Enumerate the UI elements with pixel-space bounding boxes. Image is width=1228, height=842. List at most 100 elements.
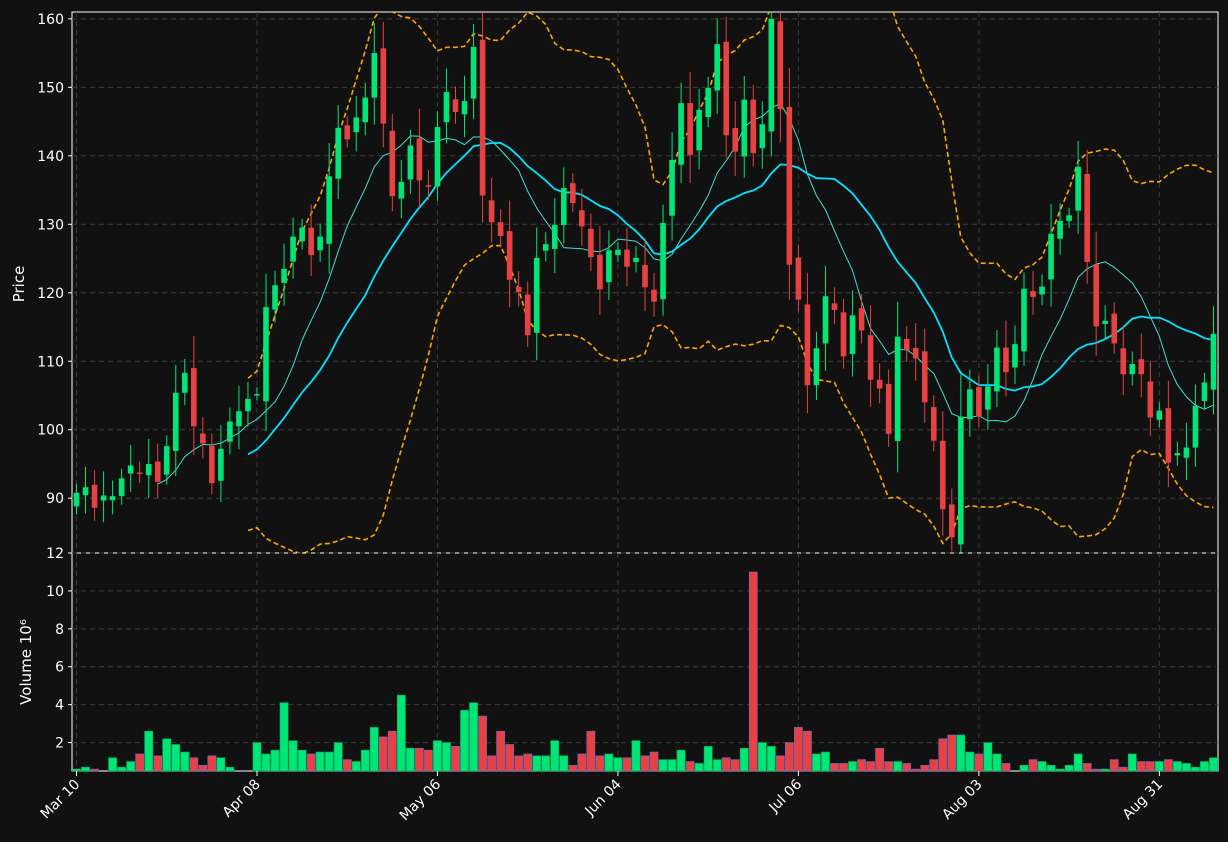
volume-bar bbox=[577, 753, 587, 772]
candle-body bbox=[488, 200, 495, 223]
volume-bar bbox=[270, 749, 280, 772]
volume-bar bbox=[956, 734, 966, 772]
candle-body bbox=[91, 484, 98, 508]
candle-body bbox=[398, 181, 405, 199]
volume-bar bbox=[748, 571, 758, 772]
volume-bar bbox=[920, 765, 930, 772]
volume-bar bbox=[1019, 765, 1029, 772]
volume-bar bbox=[640, 755, 650, 772]
volume-bar bbox=[667, 759, 677, 772]
volume-bar bbox=[189, 757, 199, 772]
volume-bar bbox=[216, 757, 226, 772]
candle-body bbox=[912, 347, 919, 359]
volume-bar bbox=[460, 710, 469, 772]
volume-bar bbox=[442, 742, 451, 772]
x-tick-label: May 06 bbox=[397, 776, 445, 824]
volume-bar bbox=[821, 751, 830, 772]
volume-bar bbox=[415, 747, 424, 772]
candle-body bbox=[1048, 233, 1054, 280]
bollinger-lower-line bbox=[247, 244, 1214, 553]
candle-body bbox=[1030, 291, 1036, 297]
candle-body bbox=[218, 448, 224, 481]
volume-bar bbox=[712, 759, 722, 772]
volume-bar bbox=[812, 753, 821, 772]
volume-bar bbox=[306, 753, 316, 772]
volume-bar bbox=[595, 755, 605, 772]
volume-bar bbox=[360, 749, 370, 772]
candle-body bbox=[750, 99, 757, 154]
candle-body bbox=[272, 285, 278, 310]
volume-bar bbox=[378, 736, 388, 772]
volume-bar bbox=[1082, 763, 1092, 772]
volume-bar bbox=[342, 759, 352, 772]
volume-plot-frame bbox=[71, 552, 1219, 772]
candle-body bbox=[867, 335, 874, 380]
candle-body bbox=[308, 227, 314, 256]
candle-body bbox=[127, 465, 134, 474]
candle-body bbox=[200, 433, 206, 444]
candle-body bbox=[1093, 264, 1099, 327]
candle-body bbox=[994, 347, 1000, 392]
candle-body bbox=[976, 386, 982, 417]
volume-bar bbox=[315, 751, 325, 772]
candle-body bbox=[939, 440, 946, 510]
candle-body bbox=[588, 228, 594, 258]
x-tick-label: Jul 06 bbox=[766, 776, 806, 816]
volume-bar bbox=[568, 765, 578, 772]
candle-body bbox=[461, 101, 468, 115]
candle-body bbox=[597, 254, 603, 290]
volume-bar bbox=[171, 744, 181, 772]
candle-body bbox=[551, 224, 558, 249]
candle-body bbox=[804, 304, 811, 386]
candle-body bbox=[452, 99, 459, 112]
candle-body bbox=[660, 222, 666, 300]
volume-bar bbox=[685, 761, 695, 772]
candle-body bbox=[317, 236, 323, 251]
volume-bar bbox=[550, 740, 560, 772]
candle-body bbox=[82, 487, 89, 496]
x-tick-label: Mar 10 bbox=[38, 777, 84, 823]
volume-bar bbox=[406, 747, 415, 772]
volume-bar bbox=[252, 742, 262, 772]
candle-body bbox=[822, 296, 829, 344]
volume-axis-title: Volume 10⁶ bbox=[17, 619, 35, 705]
volume-bar bbox=[1001, 763, 1011, 772]
candle-body bbox=[290, 236, 296, 262]
volume-bar bbox=[1028, 759, 1038, 772]
candle-body bbox=[1183, 447, 1190, 458]
volume-bar bbox=[532, 755, 542, 772]
candle-body bbox=[380, 48, 387, 124]
volume-bar bbox=[974, 753, 984, 772]
volume-bar bbox=[117, 766, 126, 772]
volume-bar bbox=[938, 738, 948, 772]
price-tick-label: 140 bbox=[37, 149, 64, 165]
volume-bar bbox=[478, 715, 487, 772]
candle-body bbox=[1075, 166, 1081, 211]
volume-tick-label: 2 bbox=[55, 736, 64, 752]
volume-bar bbox=[1191, 766, 1200, 772]
volume-bar bbox=[947, 734, 957, 772]
volume-bar bbox=[785, 742, 794, 772]
price-tick-label: 130 bbox=[37, 217, 64, 233]
volume-bar bbox=[108, 757, 117, 772]
bollinger-upper-line bbox=[247, 12, 1214, 379]
candle-body bbox=[416, 138, 423, 181]
volume-bar bbox=[929, 759, 939, 772]
volume-bar bbox=[1100, 768, 1110, 772]
candle-body bbox=[227, 421, 233, 442]
volume-bar bbox=[884, 761, 893, 772]
candle-body bbox=[570, 183, 576, 204]
volume-bar bbox=[739, 747, 749, 772]
volume-bar bbox=[523, 753, 533, 772]
volume-bar bbox=[487, 755, 496, 772]
candle-body bbox=[831, 303, 838, 310]
volume-bar bbox=[649, 751, 659, 772]
candle-body bbox=[109, 496, 116, 501]
price-tick-label: 90 bbox=[46, 491, 64, 507]
candle-body bbox=[858, 308, 865, 331]
candle-body bbox=[434, 127, 441, 187]
candle-body bbox=[813, 348, 820, 386]
volume-bar bbox=[207, 755, 217, 772]
candle-body bbox=[579, 210, 585, 227]
